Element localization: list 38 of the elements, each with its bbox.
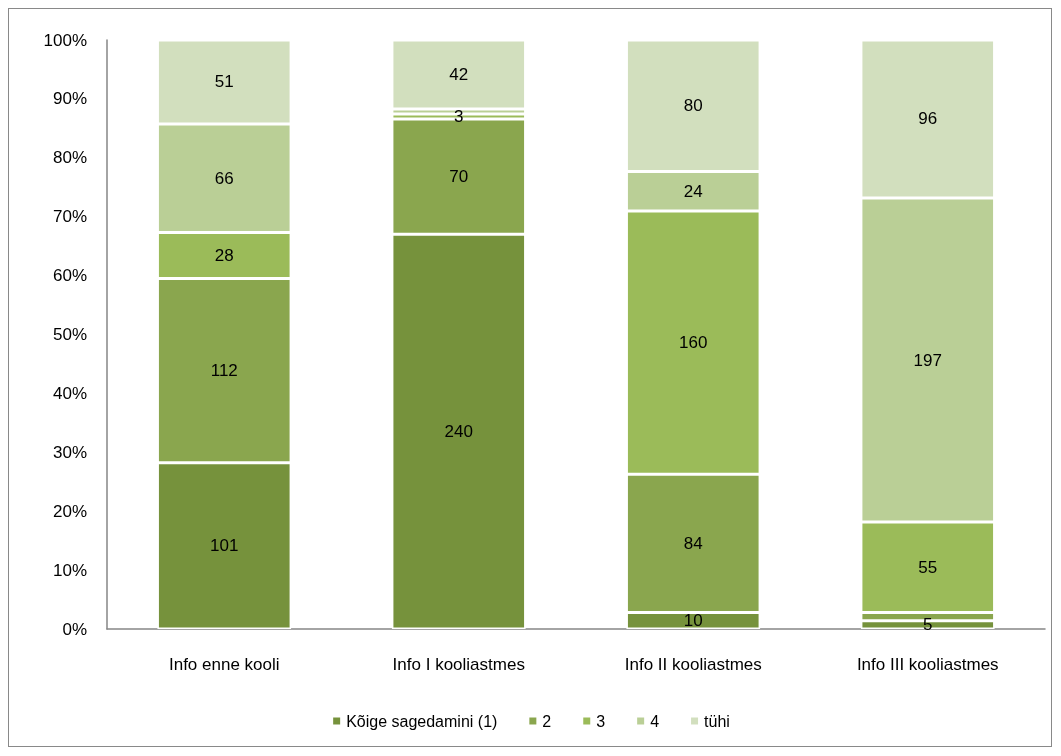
legend-label: Kõige sagedamini (1) bbox=[346, 712, 498, 730]
data-label: 240 bbox=[444, 422, 473, 442]
y-tick-label: 30% bbox=[52, 442, 87, 462]
data-label: 66 bbox=[214, 168, 234, 188]
data-label: 28 bbox=[214, 246, 234, 266]
data-label: 3 bbox=[454, 107, 464, 126]
legend-label: 2 bbox=[542, 712, 552, 730]
y-tick-label: 20% bbox=[52, 501, 87, 521]
y-tick-label: 80% bbox=[52, 148, 87, 168]
y-tick-label: 50% bbox=[52, 325, 87, 344]
legend-label: tühi bbox=[704, 712, 730, 730]
data-label: 55 bbox=[918, 557, 938, 577]
x-tick-label: Info II kooliastmes bbox=[624, 655, 762, 674]
y-tick-label: 100% bbox=[43, 30, 87, 50]
data-label: 112 bbox=[210, 361, 238, 381]
data-label: 24 bbox=[683, 181, 703, 201]
y-tick-label: 70% bbox=[52, 207, 87, 227]
y-tick-label: 60% bbox=[52, 266, 87, 286]
data-label: 101 bbox=[210, 536, 239, 556]
data-label: 197 bbox=[913, 350, 942, 370]
legend-label: 3 bbox=[596, 712, 606, 730]
data-label: 10 bbox=[683, 611, 703, 631]
data-label: 96 bbox=[918, 109, 938, 129]
y-tick-label: 10% bbox=[52, 560, 87, 580]
x-tick-label: Info III kooliastmes bbox=[856, 655, 999, 674]
data-label: 84 bbox=[683, 533, 703, 553]
data-label: 70 bbox=[449, 167, 469, 187]
data-label: 42 bbox=[449, 65, 469, 85]
bar bbox=[391, 40, 526, 110]
legend-label: 4 bbox=[650, 712, 660, 730]
y-tick-label: 40% bbox=[52, 383, 87, 403]
y-tick-label: 90% bbox=[52, 89, 87, 109]
y-tick-label: 0% bbox=[62, 619, 87, 639]
x-tick-label: Info enne kooli bbox=[168, 655, 280, 674]
data-label: 160 bbox=[679, 333, 708, 353]
data-label: 80 bbox=[683, 96, 703, 116]
x-tick-label: Info I kooliastmes bbox=[392, 655, 525, 674]
data-label: 51 bbox=[214, 72, 234, 92]
